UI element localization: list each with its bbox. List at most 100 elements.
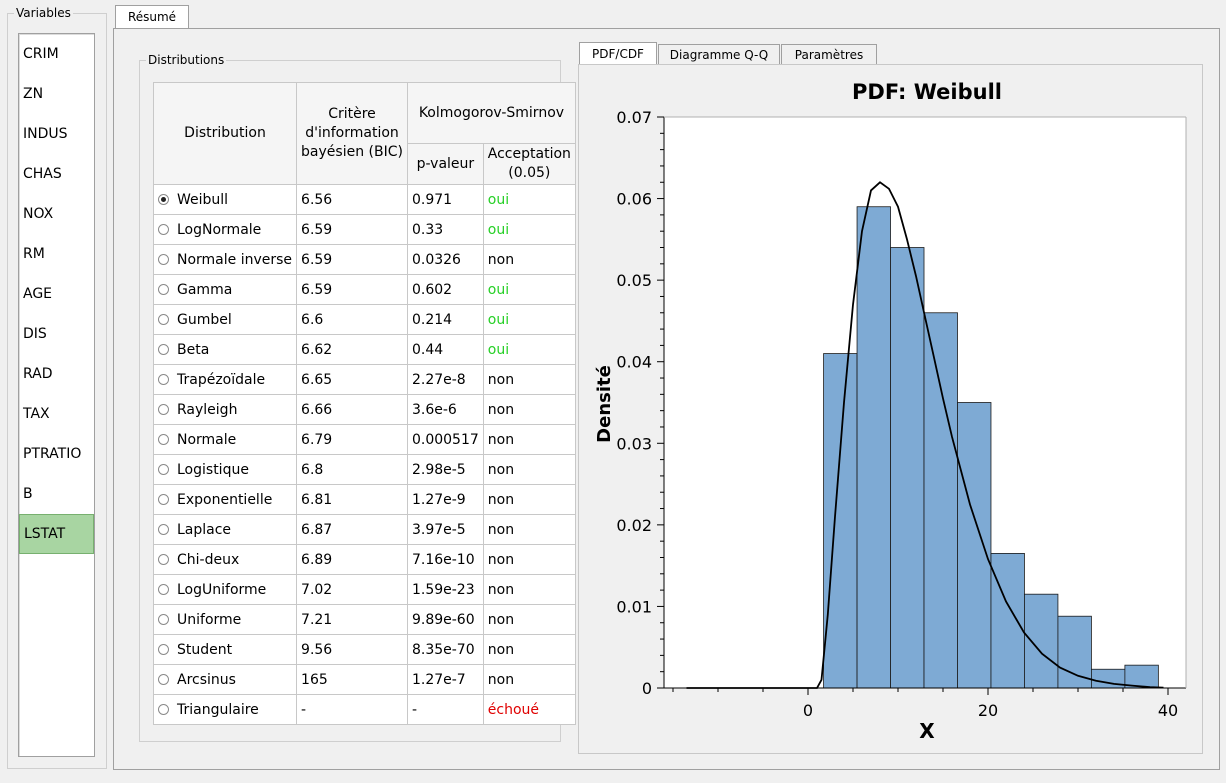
variable-item-tax[interactable]: TAX xyxy=(23,406,50,422)
p-value: 0.971 xyxy=(406,184,484,215)
distribution-row[interactable]: Normale 6.79 0.000517 non xyxy=(152,424,576,455)
distribution-row[interactable]: Trapézoïdale 6.65 2.27e-8 non xyxy=(152,364,576,395)
variable-item-dis[interactable]: DIS xyxy=(23,326,47,342)
distribution-radio[interactable] xyxy=(158,433,169,445)
tab-parameters[interactable]: Paramètres xyxy=(781,44,877,65)
header-ks: Kolmogorov-Smirnov xyxy=(406,82,576,144)
distribution-name: Normale inverse xyxy=(177,251,293,268)
distribution-cell[interactable]: Triangulaire xyxy=(152,694,298,725)
bic-value: 6.65 xyxy=(296,364,408,395)
distribution-row[interactable]: Uniforme 7.21 9.89e-60 non xyxy=(152,604,576,635)
distribution-name: Logistique xyxy=(177,461,249,478)
distribution-row[interactable]: LogNormale 6.59 0.33 oui xyxy=(152,214,576,245)
distribution-cell[interactable]: Weibull xyxy=(152,184,298,215)
distribution-cell[interactable]: Beta xyxy=(152,334,298,365)
acceptance-value: non xyxy=(482,634,576,665)
distribution-radio[interactable] xyxy=(158,253,169,265)
distribution-cell[interactable]: Normale xyxy=(152,424,298,455)
variable-item-rm[interactable]: RM xyxy=(23,246,45,262)
distribution-cell[interactable]: Gamma xyxy=(152,274,298,305)
distribution-cell[interactable]: Exponentielle xyxy=(152,484,298,515)
distribution-row[interactable]: Arcsinus 165 1.27e-7 non xyxy=(152,664,576,695)
x-tick-label: 20 xyxy=(978,701,998,720)
distribution-radio[interactable] xyxy=(158,613,169,625)
distribution-radio[interactable] xyxy=(158,343,169,355)
p-value: 9.89e-60 xyxy=(406,604,484,635)
distribution-radio[interactable] xyxy=(158,583,169,595)
acceptance-value: non xyxy=(482,604,576,635)
distribution-radio[interactable] xyxy=(158,283,169,295)
distribution-cell[interactable]: Student xyxy=(152,634,298,665)
distribution-name: Arcsinus xyxy=(177,671,236,688)
distribution-row[interactable]: Laplace 6.87 3.97e-5 non xyxy=(152,514,576,545)
p-value: 0.214 xyxy=(406,304,484,335)
acceptance-value: oui xyxy=(482,214,576,245)
distribution-row[interactable]: Exponentielle 6.81 1.27e-9 non xyxy=(152,484,576,515)
distribution-radio[interactable] xyxy=(158,403,169,415)
variable-item-lstat[interactable]: LSTAT xyxy=(19,514,94,554)
p-value: 7.16e-10 xyxy=(406,544,484,575)
distribution-cell[interactable]: Gumbel xyxy=(152,304,298,335)
bic-value: 7.02 xyxy=(296,574,408,605)
variable-item-rad[interactable]: RAD xyxy=(23,366,53,382)
distribution-cell[interactable]: Trapézoïdale xyxy=(152,364,298,395)
variables-list[interactable]: CRIM ZN INDUS CHAS NOX RM AGE DIS RAD TAX PTRATIO B… xyxy=(18,33,95,757)
distribution-radio[interactable] xyxy=(158,703,169,715)
distribution-cell[interactable]: Logistique xyxy=(152,454,298,485)
distribution-row[interactable]: LogUniforme 7.02 1.59e-23 non xyxy=(152,574,576,605)
distribution-radio[interactable] xyxy=(158,523,169,535)
distribution-row[interactable]: Logistique 6.8 2.98e-5 non xyxy=(152,454,576,485)
tab-qq-plot[interactable]: Diagramme Q-Q xyxy=(658,44,780,65)
variable-item-zn[interactable]: ZN xyxy=(23,86,44,102)
variable-item-ptratio[interactable]: PTRATIO xyxy=(23,446,82,462)
distribution-radio[interactable] xyxy=(158,493,169,505)
distribution-cell[interactable]: Chi-deux xyxy=(152,544,298,575)
distribution-cell[interactable]: Rayleigh xyxy=(152,394,298,425)
distribution-radio[interactable] xyxy=(158,673,169,685)
distribution-row[interactable]: Chi-deux 6.89 7.16e-10 non xyxy=(152,544,576,575)
distribution-radio[interactable] xyxy=(158,643,169,655)
variable-item-indus[interactable]: INDUS xyxy=(23,126,68,142)
distribution-row[interactable]: Gamma 6.59 0.602 oui xyxy=(152,274,576,305)
distribution-name: Gumbel xyxy=(177,311,232,328)
acceptance-value: non xyxy=(482,574,576,605)
distribution-row[interactable]: Triangulaire - - échoué xyxy=(152,694,576,725)
header-bic-line2: d'information xyxy=(305,125,399,141)
distribution-row[interactable]: Student 9.56 8.35e-70 non xyxy=(152,634,576,665)
distribution-row[interactable]: Rayleigh 6.66 3.6e-6 non xyxy=(152,394,576,425)
distribution-radio[interactable] xyxy=(158,373,169,385)
distribution-cell[interactable]: Arcsinus xyxy=(152,664,298,695)
distribution-radio[interactable] xyxy=(158,223,169,235)
distribution-row[interactable]: Normale inverse 6.59 0.0326 non xyxy=(152,244,576,275)
distribution-cell[interactable]: LogNormale xyxy=(152,214,298,245)
tab-pdf-cdf[interactable]: PDF/CDF xyxy=(579,42,657,65)
variable-item-age[interactable]: AGE xyxy=(23,286,53,302)
distribution-row[interactable]: Weibull 6.56 0.971 oui xyxy=(152,184,576,215)
variables-groupbox: Variables xyxy=(7,6,107,769)
p-value: 0.33 xyxy=(406,214,484,245)
distribution-radio[interactable] xyxy=(158,193,169,205)
distribution-cell[interactable]: Normale inverse xyxy=(152,244,298,275)
distributions-title: Distributions xyxy=(146,53,227,67)
tab-resume[interactable]: Résumé xyxy=(115,5,189,29)
variable-item-crim[interactable]: CRIM xyxy=(23,46,59,62)
distribution-row[interactable]: Beta 6.62 0.44 oui xyxy=(152,334,576,365)
tab-resume-label: Résumé xyxy=(127,10,177,24)
bic-value: 6.8 xyxy=(296,454,408,485)
histogram-bar xyxy=(890,247,925,689)
variable-item-b[interactable]: B xyxy=(23,486,33,502)
tab-pdf-cdf-label: PDF/CDF xyxy=(592,47,644,61)
variable-item-nox[interactable]: NOX xyxy=(23,206,54,222)
p-value: 8.35e-70 xyxy=(406,634,484,665)
distribution-cell[interactable]: Laplace xyxy=(152,514,298,545)
distribution-radio[interactable] xyxy=(158,463,169,475)
distribution-row[interactable]: Gumbel 6.6 0.214 oui xyxy=(152,304,576,335)
variable-item-chas[interactable]: CHAS xyxy=(23,166,62,182)
distribution-cell[interactable]: LogUniforme xyxy=(152,574,298,605)
bic-value: 6.81 xyxy=(296,484,408,515)
distribution-cell[interactable]: Uniforme xyxy=(152,604,298,635)
distribution-name: Laplace xyxy=(177,521,232,538)
distribution-radio[interactable] xyxy=(158,553,169,565)
histogram-bar xyxy=(923,312,958,689)
distribution-radio[interactable] xyxy=(158,313,169,325)
